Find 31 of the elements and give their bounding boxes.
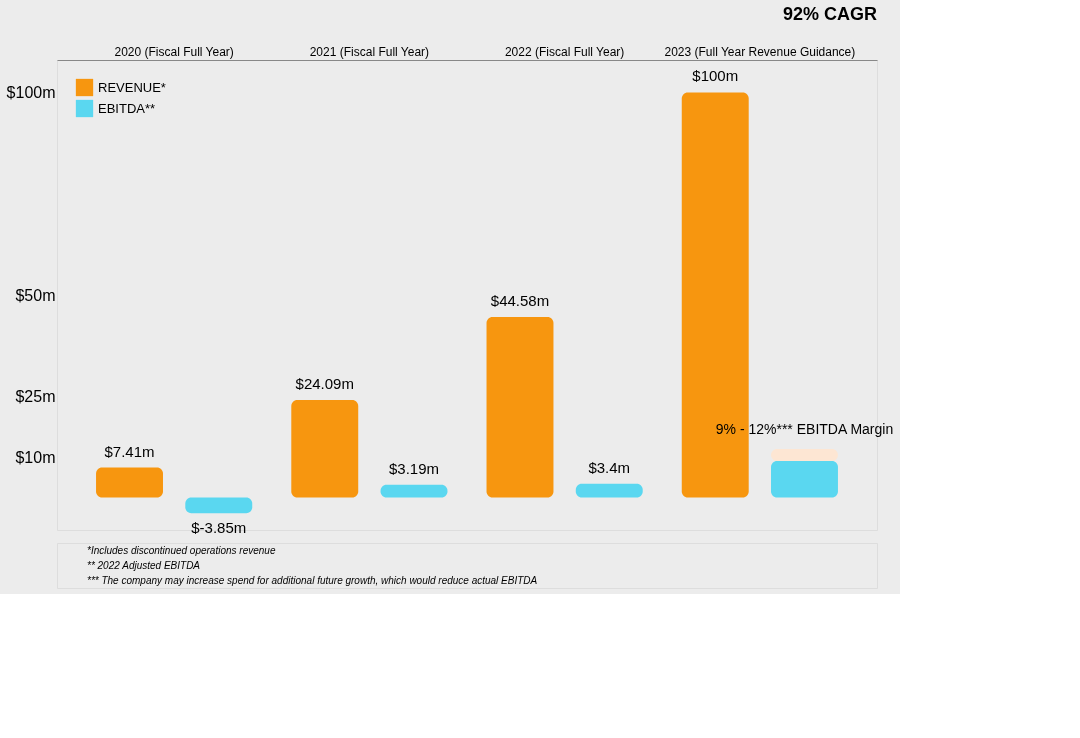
y-tick-label: $50m	[15, 286, 56, 304]
data-label: $7.41m	[104, 442, 155, 460]
legend-label: REVENUE*	[98, 79, 166, 95]
data-label: $100m	[692, 67, 739, 85]
y-tick-label: $25m	[15, 387, 56, 405]
bar	[96, 467, 163, 498]
legend-label: EBITDA**	[98, 100, 156, 116]
x-tick-label: 2022 (Fiscal Full Year)	[504, 44, 625, 59]
bar	[681, 92, 749, 498]
text: ** 2022 Adjusted EBITDA	[87, 559, 201, 571]
bar	[486, 316, 554, 498]
data-label: $3.19m	[388, 459, 440, 477]
y-tick-label: $10m	[15, 448, 56, 466]
bar	[380, 484, 448, 498]
bar	[185, 497, 253, 514]
x-tick-label: 2020 (Fiscal Full Year)	[114, 44, 234, 59]
text: *Includes discontinued operations revenue	[87, 544, 276, 556]
bar	[291, 399, 359, 498]
y-tick-label: $100m	[6, 83, 56, 101]
bar	[771, 448, 838, 462]
data-label: $-3.85m	[191, 519, 247, 537]
bar	[575, 483, 643, 498]
annotation: 9% - 12%*** EBITDA Margin	[715, 420, 894, 437]
x-tick-label: 2023 (Full Year Revenue Guidance)	[664, 44, 856, 59]
bar	[771, 461, 838, 498]
x-tick-label: 2021 (Fiscal Full Year)	[309, 44, 430, 59]
data-label: $3.4m	[588, 458, 631, 476]
text: *** The company may increase spend for additional future growth, which would reduce actual EBITDA	[87, 574, 538, 586]
data-label: $44.58m	[490, 291, 550, 309]
data-label: $24.09m	[295, 374, 354, 392]
text: 92% CAGR	[782, 4, 877, 24]
